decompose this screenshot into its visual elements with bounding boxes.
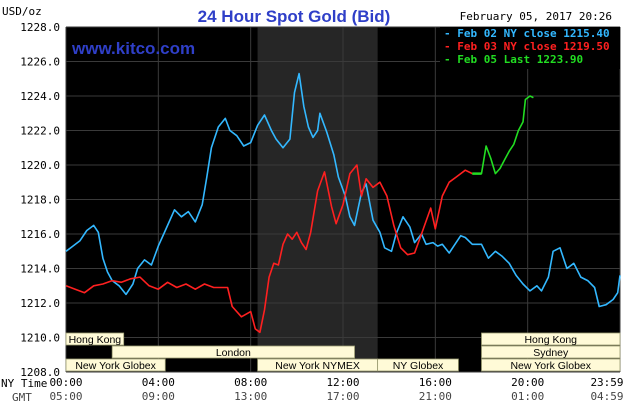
chart-title: 24 Hour Spot Gold (Bid) bbox=[198, 7, 391, 26]
series-line-feb-02 bbox=[65, 72, 621, 308]
series-line-feb-05 bbox=[472, 95, 534, 175]
y-tick-label: 1208.0 bbox=[20, 366, 60, 379]
legend-item-feb05: - Feb 05 Last 1223.90 bbox=[444, 53, 583, 66]
market-label: Sydney bbox=[533, 347, 569, 359]
x-tick-label-gmt: 09:00 bbox=[142, 390, 175, 403]
market-label: New York Globex bbox=[510, 360, 591, 372]
grid-lines bbox=[65, 26, 621, 373]
market-label: New York Globex bbox=[75, 360, 156, 372]
x-tick-label-gmt: 21:00 bbox=[419, 390, 452, 403]
market-bar bbox=[65, 332, 125, 346]
x-tick-label-ny: 12:00 bbox=[326, 376, 359, 389]
y-tick-label: 1224.0 bbox=[20, 90, 60, 103]
market-bar bbox=[111, 345, 355, 359]
y-tick-label: 1216.0 bbox=[20, 228, 60, 241]
y-tick-label: 1226.0 bbox=[20, 56, 60, 69]
x-tick-label-gmt: 04:59 bbox=[590, 390, 623, 403]
y-tick-label: 1228.0 bbox=[20, 21, 60, 34]
y-tick-label: 1214.0 bbox=[20, 263, 60, 276]
gmt-label: GMT bbox=[12, 391, 32, 404]
y-unit-label: USD/oz bbox=[2, 5, 42, 18]
x-tick-label-ny: 16:00 bbox=[419, 376, 452, 389]
legend-box bbox=[440, 27, 620, 69]
market-bar bbox=[481, 345, 621, 359]
x-tick-label-ny: 04:00 bbox=[142, 376, 175, 389]
x-tick-label-gmt: 17:00 bbox=[326, 390, 359, 403]
legend-item-feb02: - Feb 02 NY close 1215.40 bbox=[444, 27, 610, 40]
x-tick-label-ny: 20:00 bbox=[511, 376, 544, 389]
date-time-label: February 05, 2017 20:26 bbox=[460, 10, 612, 23]
legend-item-feb03: - Feb 03 NY close 1219.50 bbox=[444, 40, 610, 53]
price-series bbox=[65, 72, 621, 334]
market-bar bbox=[481, 358, 621, 372]
ny-time-label: NY Time bbox=[1, 377, 47, 390]
market-bar bbox=[65, 358, 166, 372]
market-label: Hong Kong bbox=[69, 334, 122, 346]
y-tick-label: 1218.0 bbox=[20, 194, 60, 207]
market-bar bbox=[377, 358, 459, 372]
x-tick-label-ny: 00:00 bbox=[49, 376, 82, 389]
website-link[interactable]: www.kitco.com bbox=[71, 39, 195, 58]
x-tick-label-ny: 08:00 bbox=[234, 376, 267, 389]
y-tick-label: 1220.0 bbox=[20, 159, 60, 172]
x-tick-label-ny: 23:59 bbox=[590, 376, 623, 389]
market-label: London bbox=[216, 347, 251, 359]
y-axis-ticks: 1208.0 1210.0 1212.0 1214.0 1216.0 1218.0 1220… bbox=[20, 21, 60, 379]
x-tick-label-gmt: 13:00 bbox=[234, 390, 267, 403]
legend: - Feb 02 NY close 1215.40 - Feb 03 NY cl… bbox=[440, 27, 620, 69]
series-line-feb-03 bbox=[65, 164, 473, 334]
market-label: New York NYMEX bbox=[275, 360, 360, 372]
y-tick-label: 1222.0 bbox=[20, 125, 60, 138]
market-bar bbox=[481, 332, 621, 346]
y-tick-label: 1210.0 bbox=[20, 332, 60, 345]
x-tick-label-gmt: 05:00 bbox=[49, 390, 82, 403]
market-label: NY Globex bbox=[393, 360, 444, 372]
market-label: Hong Kong bbox=[524, 334, 577, 346]
y-tick-label: 1212.0 bbox=[20, 297, 60, 310]
x-tick-label-gmt: 01:00 bbox=[511, 390, 544, 403]
